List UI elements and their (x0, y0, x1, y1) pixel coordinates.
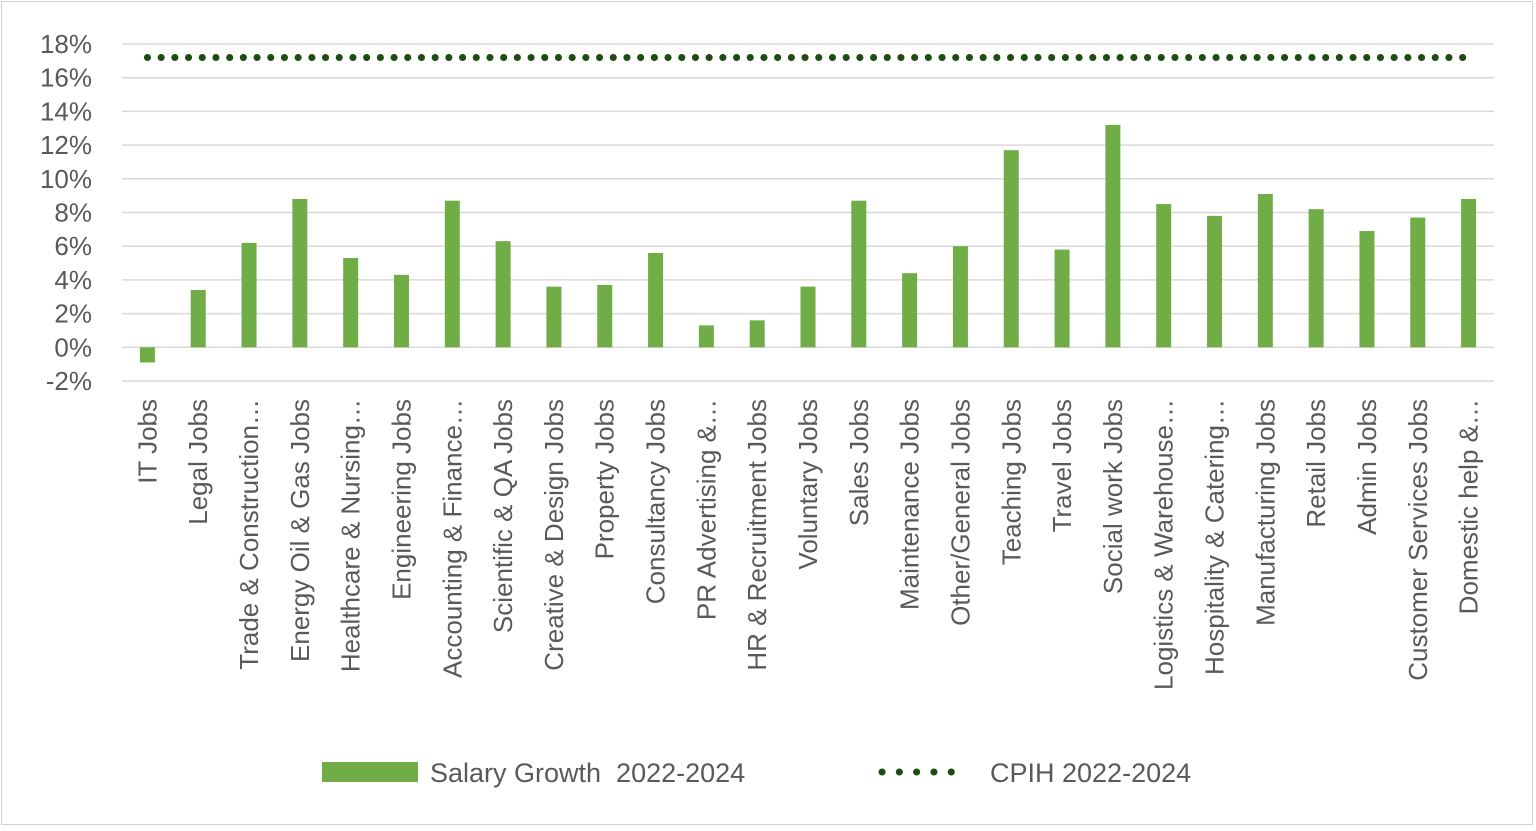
x-tick-label: Scientific & QA Jobs (488, 399, 518, 633)
bar-7 (495, 241, 511, 348)
bar-23 (1308, 209, 1324, 348)
bar-24 (1359, 231, 1375, 348)
bar-5 (393, 274, 409, 348)
y-tick-label: 6% (54, 231, 92, 261)
x-tick-label: Sales Jobs (844, 399, 874, 526)
bar-19 (1105, 124, 1121, 348)
bar-25 (1410, 217, 1426, 348)
y-tick-label: 0% (54, 332, 92, 362)
bar-20 (1156, 204, 1172, 348)
x-tick-label: Accounting & Finance… (437, 399, 467, 678)
bar-12 (749, 320, 765, 348)
bar-15 (902, 273, 918, 348)
legend-label-cpih: CPIH 2022-2024 (990, 758, 1191, 788)
bar-17 (1003, 150, 1019, 348)
x-tick-label: Voluntary Jobs (793, 399, 823, 570)
bar-16 (952, 246, 968, 348)
bar-10 (648, 252, 664, 348)
x-tick-label: Trade & Construction… (234, 399, 264, 670)
x-tick-label: Customer Services Jobs (1403, 399, 1433, 681)
bar-18 (1054, 249, 1070, 348)
bar-11 (698, 325, 714, 348)
x-tick-label: Teaching Jobs (996, 399, 1026, 565)
y-tick-label: 12% (40, 130, 92, 160)
bar-13 (800, 286, 816, 348)
bar-1 (190, 290, 206, 348)
x-tick-label: Social work Jobs (1098, 399, 1128, 594)
x-tick-label: Energy Oil & Gas Jobs (285, 399, 315, 662)
bar-9 (597, 284, 613, 348)
y-tick-label: 8% (54, 198, 92, 228)
x-tick-label: IT Jobs (132, 399, 162, 484)
x-tick-label: Retail Jobs (1301, 399, 1331, 528)
x-tick-label: Logistics & Warehouse… (1149, 399, 1179, 690)
x-tick-label: Maintenance Jobs (895, 399, 925, 610)
x-tick-label: Creative & Design Jobs (539, 399, 569, 671)
y-tick-label: 14% (40, 96, 92, 126)
x-tick-label: Healthcare & Nursing… (336, 399, 366, 672)
legend-label-salary-growth: Salary Growth 2022-2024 (430, 758, 745, 788)
bar-14 (851, 200, 867, 348)
bar-22 (1257, 193, 1273, 348)
x-tick-label: Travel Jobs (1047, 399, 1077, 532)
x-tick-label: Consultancy Jobs (641, 399, 671, 604)
x-tick-label: Legal Jobs (183, 399, 213, 525)
y-tick-label: 10% (40, 164, 92, 194)
x-tick-label: PR Advertising &… (691, 399, 721, 620)
y-tick-label: 18% (40, 29, 92, 59)
bar-2 (241, 242, 257, 348)
bar-26 (1461, 199, 1477, 348)
bar-3 (292, 199, 308, 348)
x-tick-label: Manufacturing Jobs (1250, 399, 1280, 626)
bar-21 (1207, 215, 1223, 348)
y-tick-label: 16% (40, 63, 92, 93)
bar-8 (546, 286, 562, 348)
y-tick-label: 4% (54, 265, 92, 295)
x-tick-label: HR & Recruitment Jobs (742, 399, 772, 671)
bar-0 (139, 347, 155, 363)
y-tick-label: -2% (46, 366, 92, 396)
bar-6 (444, 200, 460, 348)
x-tick-label: Engineering Jobs (386, 399, 416, 600)
bar-4 (343, 257, 359, 348)
x-tick-label: Hospitality & Catering… (1200, 399, 1230, 675)
x-tick-label: Other/General Jobs (945, 399, 975, 626)
legend-swatch-salary-growth (322, 762, 418, 782)
x-tick-label: Domestic help &… (1454, 399, 1484, 614)
x-tick-label: Admin Jobs (1352, 399, 1382, 535)
x-tick-label: Property Jobs (590, 399, 620, 559)
y-tick-label: 2% (54, 299, 92, 329)
